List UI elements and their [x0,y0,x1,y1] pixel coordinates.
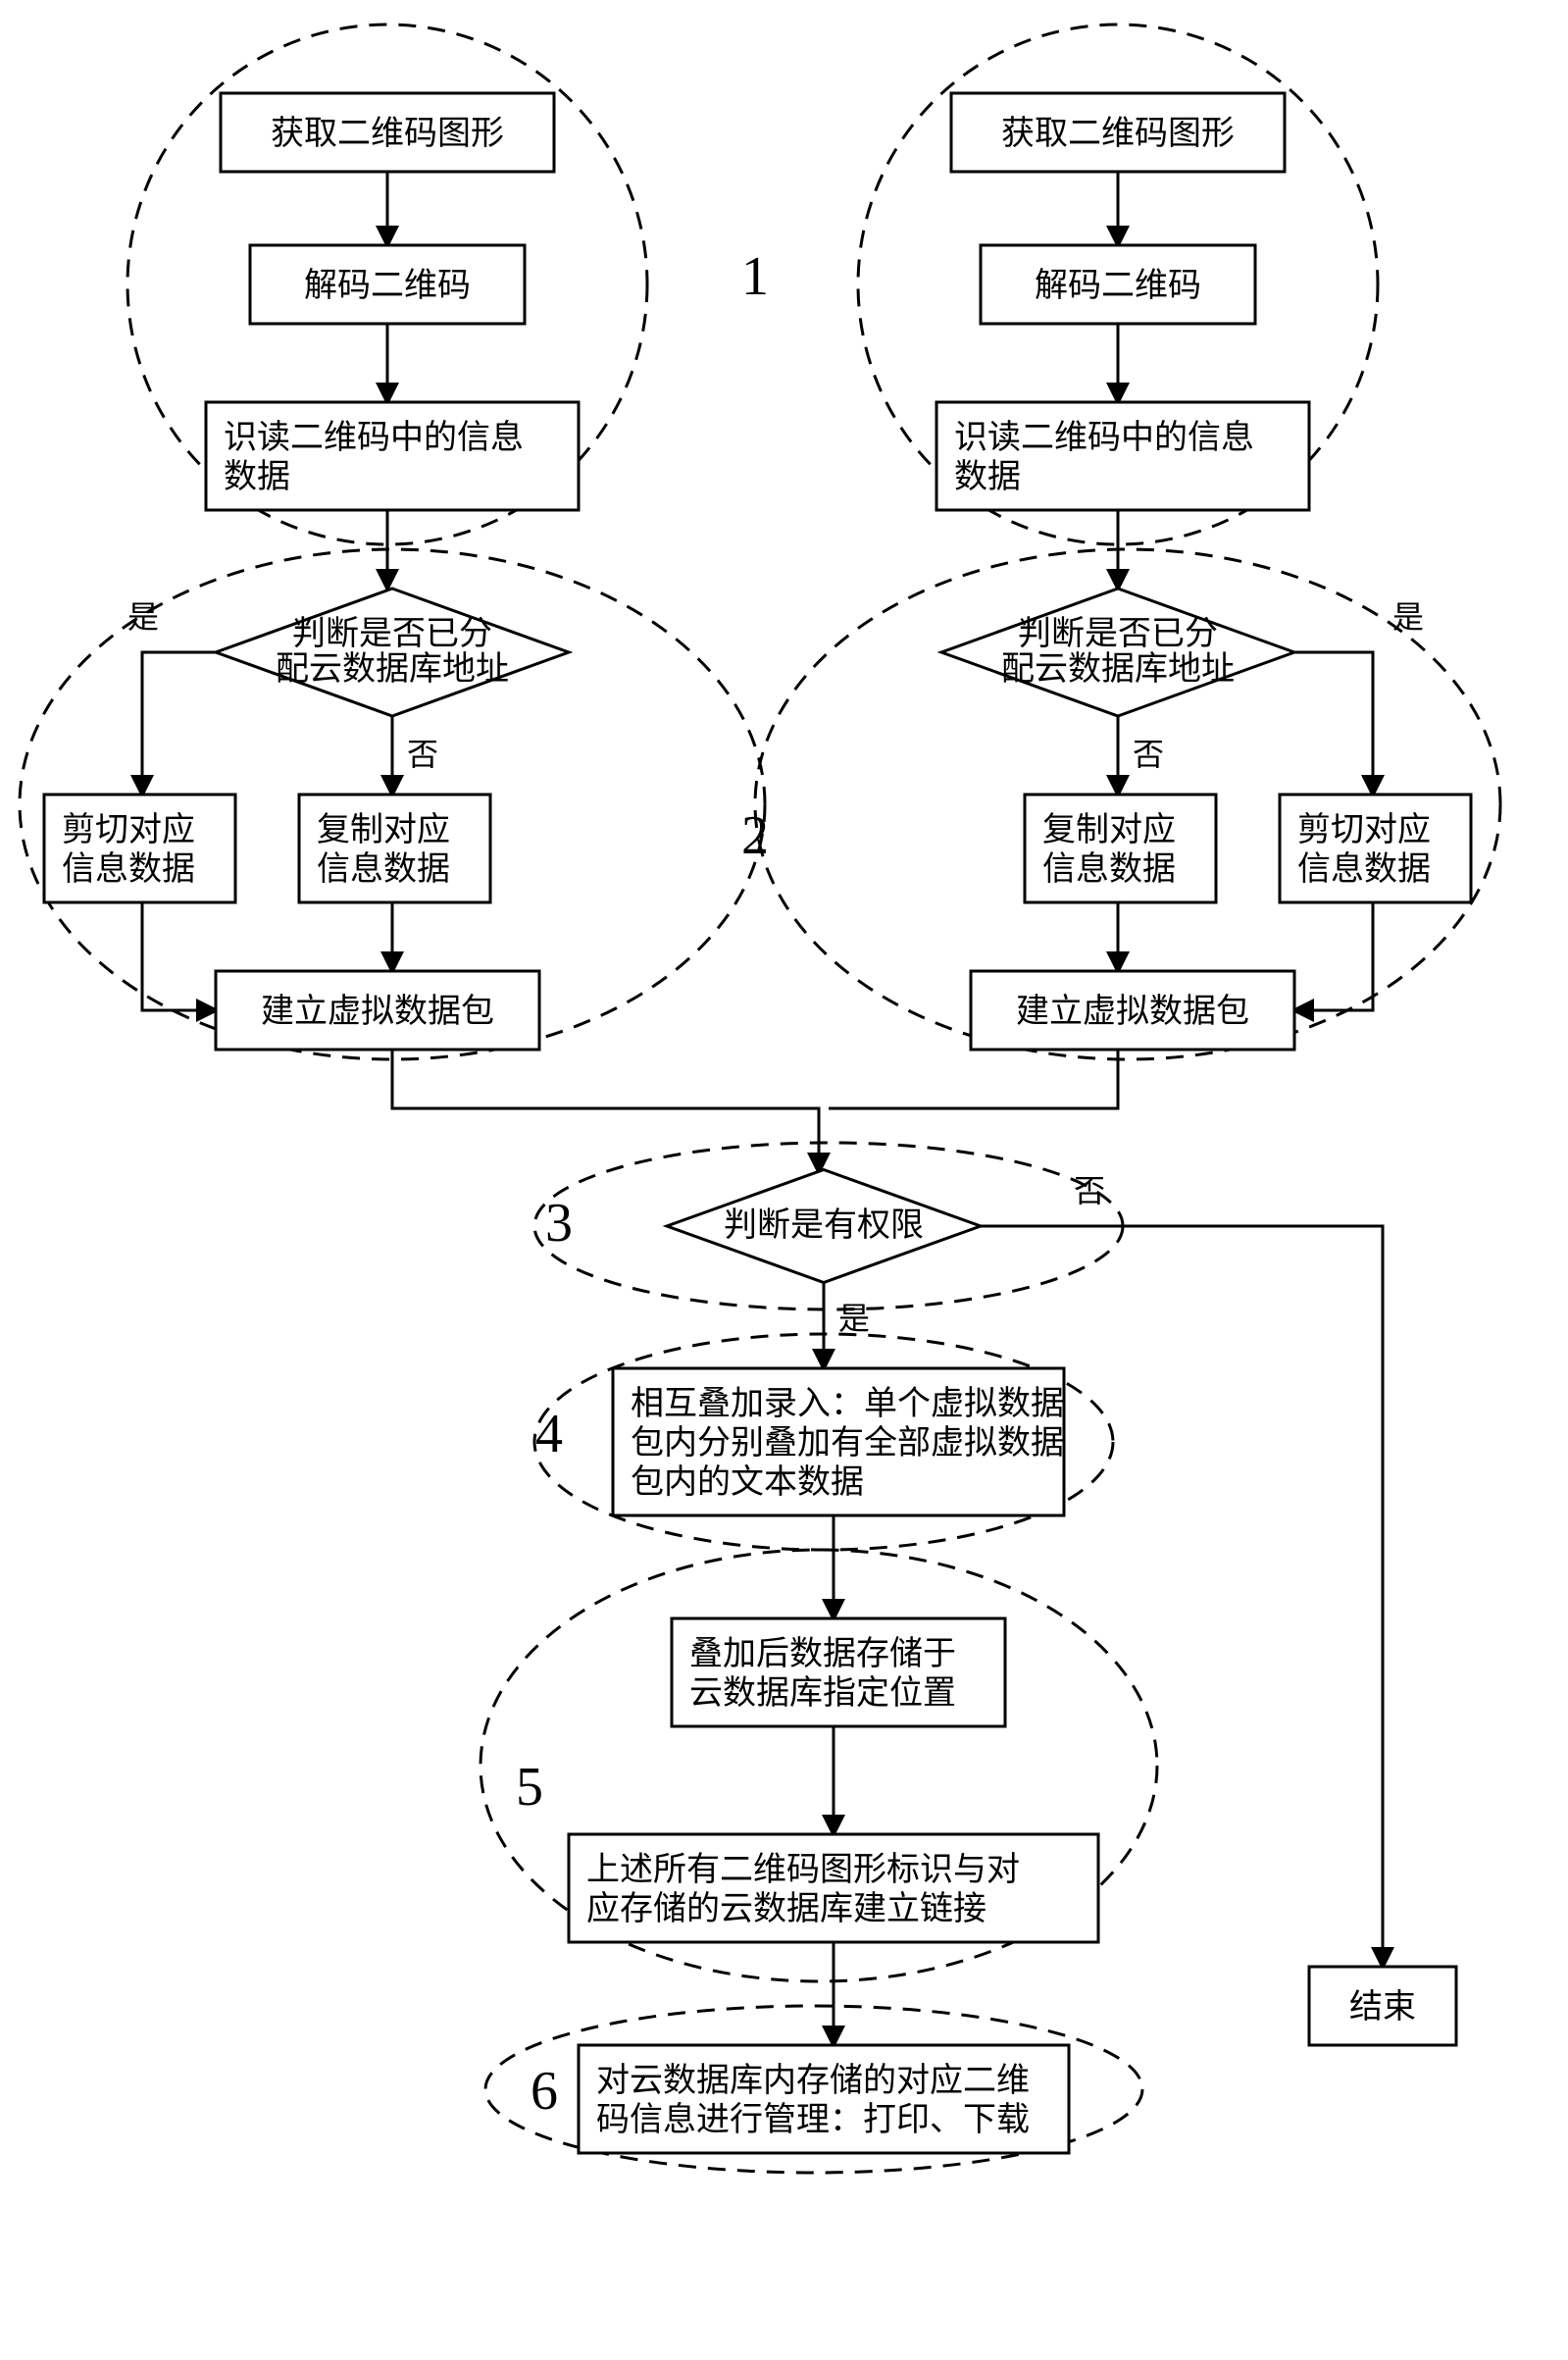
edge-label: 是 [1392,599,1424,635]
flow-box-text: 识读二维码中的信息 [224,419,524,456]
group-number: 6 [531,2061,558,2122]
flow-box-text: 剪切对应 [1297,811,1431,848]
flow-box-text: 复制对应 [317,811,450,848]
flow-box-text: 对云数据库内存储的对应二维 [596,2062,1030,2099]
group-number: 4 [535,1404,563,1464]
flow-box-text: 上述所有二维码图形标识与对 [586,1851,1020,1888]
flow-box-text: 云数据库指定位置 [689,1674,956,1712]
flow-decision-text: 配云数据库地址 [276,650,509,688]
flow-box-text: 码信息进行管理：打印、下载 [596,2101,1030,2138]
group-number: 3 [545,1193,573,1254]
group-number: 1 [741,246,769,307]
flow-box-text: 数据 [954,458,1021,495]
flow-box-text: 包内的文本数据 [631,1463,864,1501]
edge-label: 否 [1133,737,1164,772]
flow-box-text: 建立虚拟数据包 [1016,993,1249,1030]
flow-box-text: 应存储的云数据库建立链接 [586,1890,986,1927]
flow-box-text: 信息数据 [1042,850,1176,888]
flow-box-text: 结束 [1349,1988,1416,2026]
flow-box-text: 解码二维码 [1035,267,1201,304]
flow-box-text: 建立虚拟数据包 [261,993,494,1030]
flow-box-text: 剪切对应 [62,811,195,848]
flow-box-text: 解码二维码 [304,267,471,304]
edge-label: 是 [127,599,159,635]
edge-label: 是 [838,1301,870,1336]
flow-box-text: 复制对应 [1042,811,1176,848]
flow-box-text: 包内分别叠加有全部虚拟数据 [631,1424,1064,1462]
edge-label: 否 [407,737,438,772]
flow-box-text: 相互叠加录入：单个虚拟数据 [631,1385,1064,1422]
flow-box-text: 信息数据 [62,850,195,888]
flow-box-text: 识读二维码中的信息 [954,419,1254,456]
flow-decision-text: 判断是有权限 [724,1206,924,1244]
group-number: 5 [516,1757,543,1818]
flow-box-text: 获取二维码图形 [1001,115,1235,152]
flow-box-text: 获取二维码图形 [271,115,504,152]
flow-box-text: 信息数据 [317,850,450,888]
flow-decision-text: 配云数据库地址 [1001,650,1235,688]
flow-box-text: 叠加后数据存储于 [689,1635,956,1672]
flow-box-text: 数据 [224,458,290,495]
flow-decision-text: 判断是否已分 [1018,615,1218,652]
flow-decision-text: 判断是否已分 [292,615,492,652]
edge-label: 否 [1074,1173,1105,1208]
flow-box-text: 信息数据 [1297,850,1431,888]
flowchart-canvas: 123456是否是否否是获取二维码图形解码二维码识读二维码中的信息数据获取二维码… [0,0,1568,2360]
